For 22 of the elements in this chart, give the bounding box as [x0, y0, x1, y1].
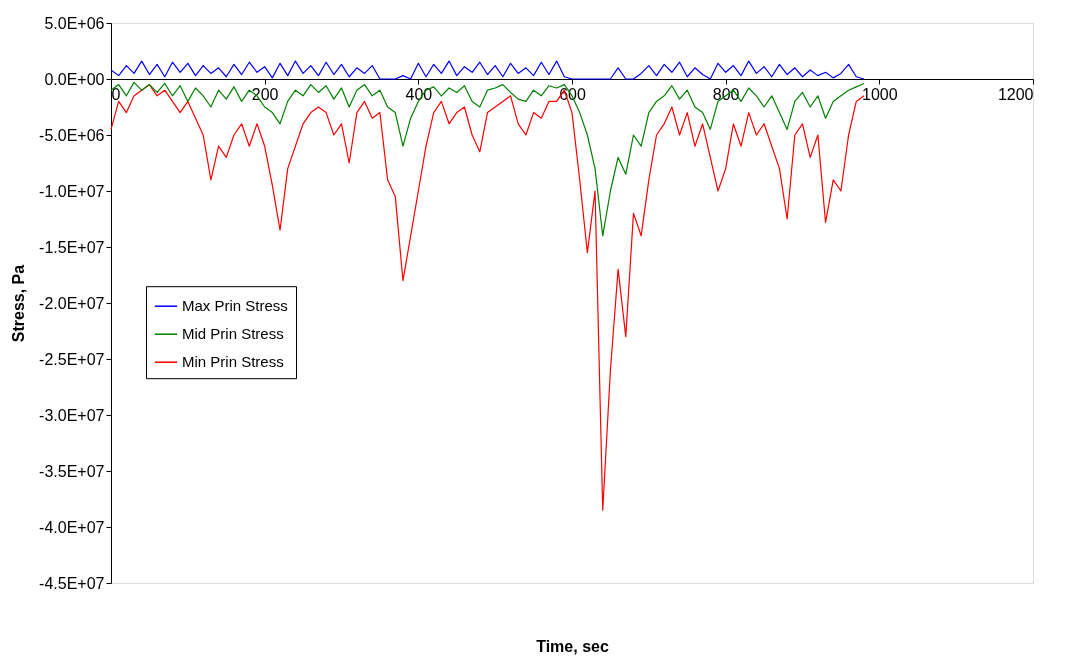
- y-tick-label: -4.5E+07: [39, 574, 105, 592]
- line-series: [110, 60, 865, 80]
- x-tick-label: 1200: [997, 85, 1034, 103]
- y-axis-title: Stress, Pa: [10, 264, 28, 343]
- x-tick-label: 1000: [862, 85, 898, 103]
- line-series: [110, 81, 865, 237]
- y-tick-label: -4.0E+07: [39, 518, 105, 536]
- y-tick-label: 5.0E+06: [44, 14, 105, 32]
- y-tick-label: -1.5E+07: [39, 238, 105, 256]
- y-tick-label: 0.0E+00: [44, 70, 105, 88]
- y-tick-label: -5.0E+06: [39, 126, 105, 144]
- y-tick-label: -3.5E+07: [39, 462, 105, 480]
- legend-label: Min Prin Stress: [182, 353, 284, 371]
- y-tick-label: -2.0E+07: [39, 294, 105, 312]
- legend-label: Mid Prin Stress: [182, 325, 284, 343]
- y-tick-label: -1.0E+07: [39, 182, 105, 200]
- legend-label: Max Prin Stress: [182, 297, 288, 315]
- y-tick-label: -3.0E+07: [39, 406, 105, 424]
- x-tick-label: 200: [251, 85, 279, 103]
- y-tick-label: -2.5E+07: [39, 350, 105, 368]
- x-axis-title: Time, sec: [536, 637, 609, 655]
- x-tick-label: 0: [111, 85, 121, 103]
